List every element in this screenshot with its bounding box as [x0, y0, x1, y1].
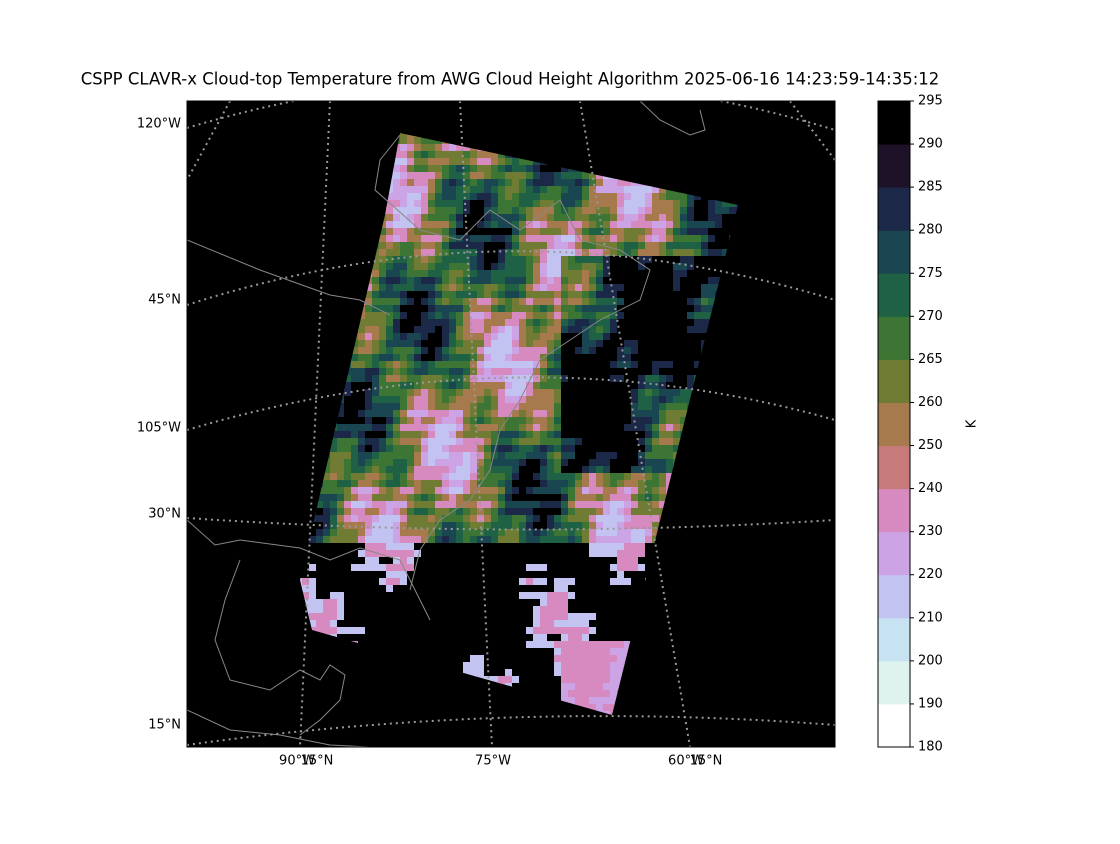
colorbar-tick-label: 295 [918, 94, 943, 109]
colorbar-tick-label: 290 [918, 137, 943, 152]
colorbar-tick-label: 210 [918, 610, 943, 625]
colorbar-segment [878, 446, 910, 490]
lat-label: 105°W [137, 421, 181, 436]
colorbar-tick-label: 275 [918, 266, 943, 281]
colorbar-segment [878, 532, 910, 576]
colorbar-tick-label: 260 [918, 395, 943, 410]
colorbar: 180 190 200 210 220 230 240 250 260 265 270 275 280 2… [878, 94, 943, 755]
colorbar-segment [878, 402, 910, 446]
colorbar-tick-label: 180 [918, 740, 943, 755]
colorbar-segment [878, 273, 910, 317]
colorbar-tick-label: 220 [918, 567, 943, 582]
colorbar-segment [878, 661, 910, 705]
colorbar-tick-label: 200 [918, 653, 943, 668]
colorbar-segment [878, 187, 910, 231]
lat-label: 30°N [148, 507, 181, 522]
colorbar-tick-label: 250 [918, 438, 943, 453]
colorbar-segment [878, 618, 910, 662]
title: CSPP CLAVR-x Cloud-top Temperature from … [81, 70, 940, 89]
colorbar-label: K [965, 419, 980, 428]
lon-label: 75°W [475, 754, 511, 769]
colorbar-segment [878, 704, 910, 748]
lat-label: 120°W [137, 117, 181, 132]
colorbar-tick-label: 240 [918, 481, 943, 496]
colorbar-segment [878, 489, 910, 533]
colorbar-segment [878, 144, 910, 188]
lat-label: 45°N [148, 293, 181, 308]
map [187, 79, 835, 747]
colorbar-tick-label: 280 [918, 223, 943, 238]
colorbar-segment [878, 230, 910, 274]
colorbar-segment [878, 575, 910, 619]
lon-label: 15°N [301, 754, 334, 769]
colorbar-segment [878, 101, 910, 145]
colorbar-tick-label: 270 [918, 309, 943, 324]
lat-label: 15°N [148, 718, 181, 733]
colorbar-tick-label: 265 [918, 352, 943, 367]
lon-label: 15°N [690, 754, 723, 769]
colorbar-tick-label: 190 [918, 696, 943, 711]
colorbar-segment [878, 316, 910, 360]
colorbar-tick-label: 230 [918, 524, 943, 539]
colorbar-tick-label: 285 [918, 180, 943, 195]
colorbar-segment [878, 359, 910, 403]
